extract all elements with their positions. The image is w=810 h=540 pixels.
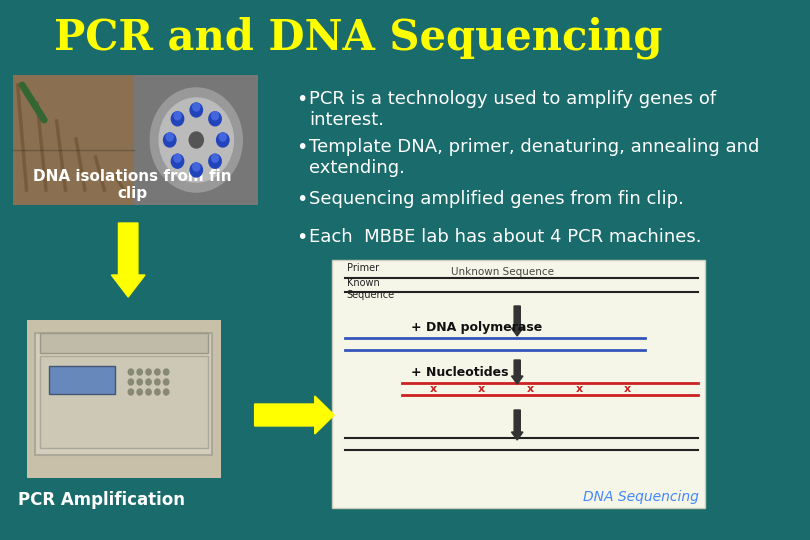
Circle shape — [190, 132, 203, 148]
Circle shape — [174, 112, 181, 120]
Text: •: • — [296, 138, 308, 157]
Bar — [36, 333, 212, 455]
Circle shape — [151, 88, 242, 192]
Circle shape — [172, 154, 184, 168]
Circle shape — [128, 369, 134, 375]
Circle shape — [209, 112, 221, 126]
FancyArrow shape — [112, 223, 145, 297]
Bar — [13, 75, 134, 205]
Bar — [27, 320, 221, 478]
Circle shape — [146, 379, 151, 385]
FancyArrow shape — [254, 396, 335, 434]
Circle shape — [220, 133, 226, 141]
Text: Template DNA, primer, denaturing, annealing and
extending.: Template DNA, primer, denaturing, anneal… — [309, 138, 760, 177]
Text: x: x — [526, 384, 534, 394]
Text: •: • — [296, 190, 308, 209]
Bar — [40, 356, 207, 448]
Text: Unknown Sequence: Unknown Sequence — [451, 267, 554, 277]
Text: Sequencing amplified genes from fin clip.: Sequencing amplified genes from fin clip… — [309, 190, 684, 208]
Circle shape — [172, 112, 184, 126]
Circle shape — [164, 133, 176, 147]
Circle shape — [193, 103, 200, 111]
Text: PCR is a technology used to amplify genes of
interest.: PCR is a technology used to amplify gene… — [309, 90, 717, 129]
Text: x: x — [429, 384, 437, 394]
FancyArrow shape — [511, 410, 523, 440]
Circle shape — [137, 369, 143, 375]
Text: Each  MBBE lab has about 4 PCR machines.: Each MBBE lab has about 4 PCR machines. — [309, 228, 702, 246]
Circle shape — [190, 103, 202, 117]
Circle shape — [211, 154, 219, 162]
Bar — [331, 260, 705, 508]
Circle shape — [164, 379, 168, 385]
Circle shape — [209, 154, 221, 168]
Circle shape — [128, 389, 134, 395]
Text: x: x — [625, 384, 631, 394]
Text: PCR Amplification: PCR Amplification — [18, 491, 185, 509]
FancyArrow shape — [511, 306, 523, 336]
Circle shape — [128, 379, 134, 385]
Text: + Nucleotides: + Nucleotides — [411, 367, 509, 380]
Circle shape — [164, 389, 168, 395]
Circle shape — [155, 369, 160, 375]
Text: x: x — [576, 384, 582, 394]
Circle shape — [146, 389, 151, 395]
Text: Known
Sequence: Known Sequence — [347, 278, 394, 300]
Circle shape — [146, 369, 151, 375]
Circle shape — [211, 112, 219, 120]
Circle shape — [164, 369, 168, 375]
Text: DNA Sequencing: DNA Sequencing — [582, 490, 698, 504]
Text: Primer: Primer — [347, 263, 379, 273]
Circle shape — [166, 133, 173, 141]
FancyArrow shape — [511, 360, 523, 384]
Text: + DNA polymerase: + DNA polymerase — [411, 321, 543, 334]
Circle shape — [155, 379, 160, 385]
Text: •: • — [296, 228, 308, 247]
Circle shape — [137, 389, 143, 395]
Bar — [49, 366, 115, 394]
Text: •: • — [296, 90, 308, 109]
Circle shape — [193, 163, 200, 171]
Circle shape — [159, 98, 233, 182]
Bar — [134, 75, 258, 205]
Text: x: x — [478, 384, 485, 394]
Circle shape — [137, 379, 143, 385]
Text: DNA isolations from fin
clip: DNA isolations from fin clip — [33, 169, 232, 201]
Circle shape — [216, 133, 229, 147]
Bar — [40, 333, 207, 353]
Circle shape — [155, 389, 160, 395]
Text: PCR and DNA Sequencing: PCR and DNA Sequencing — [53, 17, 663, 59]
Circle shape — [174, 154, 181, 162]
Circle shape — [190, 163, 202, 177]
